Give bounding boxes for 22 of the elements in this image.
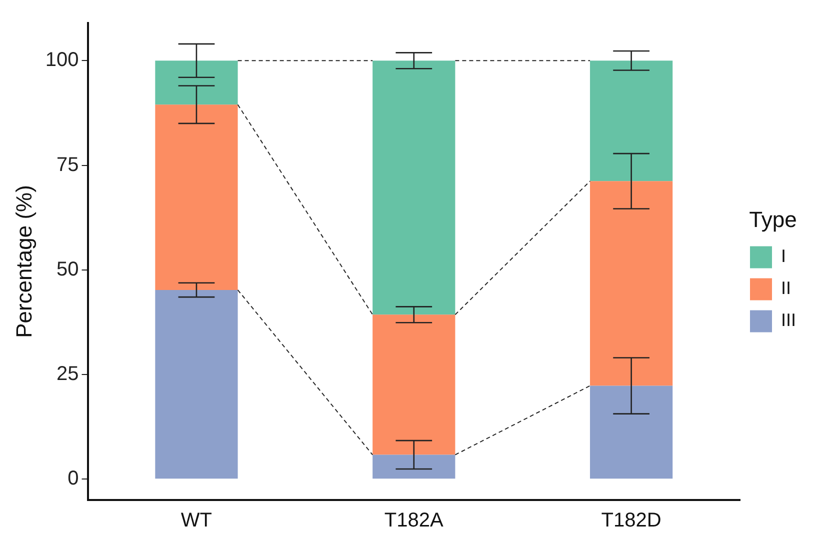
bar xyxy=(155,104,238,290)
y-tick-label: 75 xyxy=(56,154,79,176)
x-tick-label: T182D xyxy=(601,510,662,532)
legend-label: I xyxy=(780,246,786,266)
y-axis-title: Percentage (%) xyxy=(11,185,36,338)
bar xyxy=(590,181,673,386)
bar xyxy=(155,60,238,105)
x-tick-label: WT xyxy=(180,510,212,532)
y-tick-label: 25 xyxy=(56,362,79,385)
bar xyxy=(372,454,456,479)
legend-title: Type xyxy=(749,206,797,232)
y-tick-label: 50 xyxy=(56,258,79,280)
y-tick-label: 100 xyxy=(45,49,79,72)
bar xyxy=(590,386,673,479)
legend-label: III xyxy=(780,310,796,330)
legend-label: II xyxy=(780,278,792,298)
bar xyxy=(372,314,456,455)
x-tick-label: T182A xyxy=(384,510,444,532)
bar xyxy=(590,60,673,182)
bar xyxy=(372,60,456,315)
y-tick-label: 0 xyxy=(68,468,79,490)
bar xyxy=(155,290,238,479)
